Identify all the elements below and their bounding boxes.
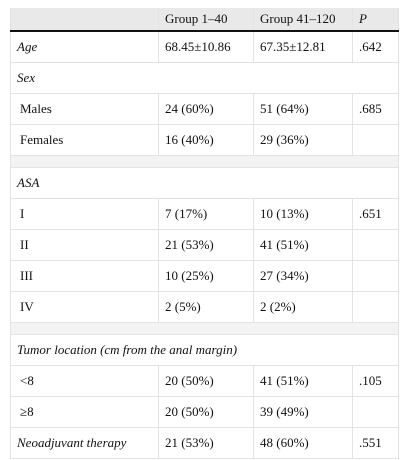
row-label: IV bbox=[10, 291, 159, 323]
row-label: Age bbox=[10, 30, 159, 63]
cell: .642 bbox=[352, 30, 399, 63]
section-label: Tumor location (cm from the anal margin) bbox=[10, 334, 399, 366]
header-cell: P bbox=[352, 8, 399, 32]
row-label: II bbox=[10, 229, 159, 261]
row-label: <8 bbox=[10, 365, 159, 397]
row-label: III bbox=[10, 260, 159, 292]
table-header: Group 1–40 Group 41–120 P bbox=[10, 8, 399, 32]
section-row: Sex bbox=[10, 62, 399, 94]
row-label: Males bbox=[10, 93, 159, 125]
table-body: Age 68.45±10.86 67.35±12.81 .642 Sex Mal… bbox=[10, 30, 399, 459]
cell: 41 (51%) bbox=[253, 229, 353, 261]
cell bbox=[352, 124, 399, 156]
row: Females 16 (40%) 29 (36%) bbox=[10, 124, 399, 156]
cell: .651 bbox=[352, 198, 399, 230]
cell bbox=[352, 229, 399, 261]
cell: 7 (17%) bbox=[158, 198, 254, 230]
header-cell bbox=[10, 8, 159, 32]
cell: .685 bbox=[352, 93, 399, 125]
cell: 39 (49%) bbox=[253, 396, 353, 428]
row-label: ≥8 bbox=[10, 396, 159, 428]
row: III 10 (25%) 27 (34%) bbox=[10, 260, 399, 292]
cell: 21 (53%) bbox=[158, 229, 254, 261]
row: II 21 (53%) 41 (51%) bbox=[10, 229, 399, 261]
cell: .105 bbox=[352, 365, 399, 397]
row: IV 2 (5%) 2 (2%) bbox=[10, 291, 399, 323]
cell: 21 (53%) bbox=[158, 427, 254, 459]
cell: 20 (50%) bbox=[158, 365, 254, 397]
cell: 2 (2%) bbox=[253, 291, 353, 323]
row-label: Neoadjuvant therapy bbox=[10, 427, 159, 459]
header-row: Group 1–40 Group 41–120 P bbox=[10, 8, 399, 32]
cell: 10 (13%) bbox=[253, 198, 353, 230]
spacer-row bbox=[10, 322, 399, 335]
section-label: Sex bbox=[10, 62, 399, 94]
cell: .551 bbox=[352, 427, 399, 459]
cell: 68.45±10.86 bbox=[158, 30, 254, 63]
cell bbox=[352, 260, 399, 292]
section-row: ASA bbox=[10, 167, 399, 199]
row: <8 20 (50%) 41 (51%) .105 bbox=[10, 365, 399, 397]
cell: 51 (64%) bbox=[253, 93, 353, 125]
cell: 2 (5%) bbox=[158, 291, 254, 323]
spacer-row bbox=[10, 155, 399, 168]
cell: 41 (51%) bbox=[253, 365, 353, 397]
spacer bbox=[10, 155, 399, 168]
cell bbox=[352, 396, 399, 428]
section-row: Tumor location (cm from the anal margin) bbox=[10, 334, 399, 366]
row: Age 68.45±10.86 67.35±12.81 .642 bbox=[10, 30, 399, 63]
cell: 24 (60%) bbox=[158, 93, 254, 125]
data-table: Group 1–40 Group 41–120 P Age 68.45±10.8… bbox=[10, 8, 399, 459]
section-label: ASA bbox=[10, 167, 399, 199]
cell: 48 (60%) bbox=[253, 427, 353, 459]
cell bbox=[352, 291, 399, 323]
header-cell: Group 1–40 bbox=[158, 8, 254, 32]
row: Neoadjuvant therapy 21 (53%) 48 (60%) .5… bbox=[10, 427, 399, 459]
row: Males 24 (60%) 51 (64%) .685 bbox=[10, 93, 399, 125]
row-label: Females bbox=[10, 124, 159, 156]
cell: 67.35±12.81 bbox=[253, 30, 353, 63]
cell: 10 (25%) bbox=[158, 260, 254, 292]
cell: 29 (36%) bbox=[253, 124, 353, 156]
header-cell: Group 41–120 bbox=[253, 8, 353, 32]
cell: 16 (40%) bbox=[158, 124, 254, 156]
cell: 20 (50%) bbox=[158, 396, 254, 428]
row-label: I bbox=[10, 198, 159, 230]
row: ≥8 20 (50%) 39 (49%) bbox=[10, 396, 399, 428]
spacer bbox=[10, 322, 399, 335]
row: I 7 (17%) 10 (13%) .651 bbox=[10, 198, 399, 230]
cell: 27 (34%) bbox=[253, 260, 353, 292]
